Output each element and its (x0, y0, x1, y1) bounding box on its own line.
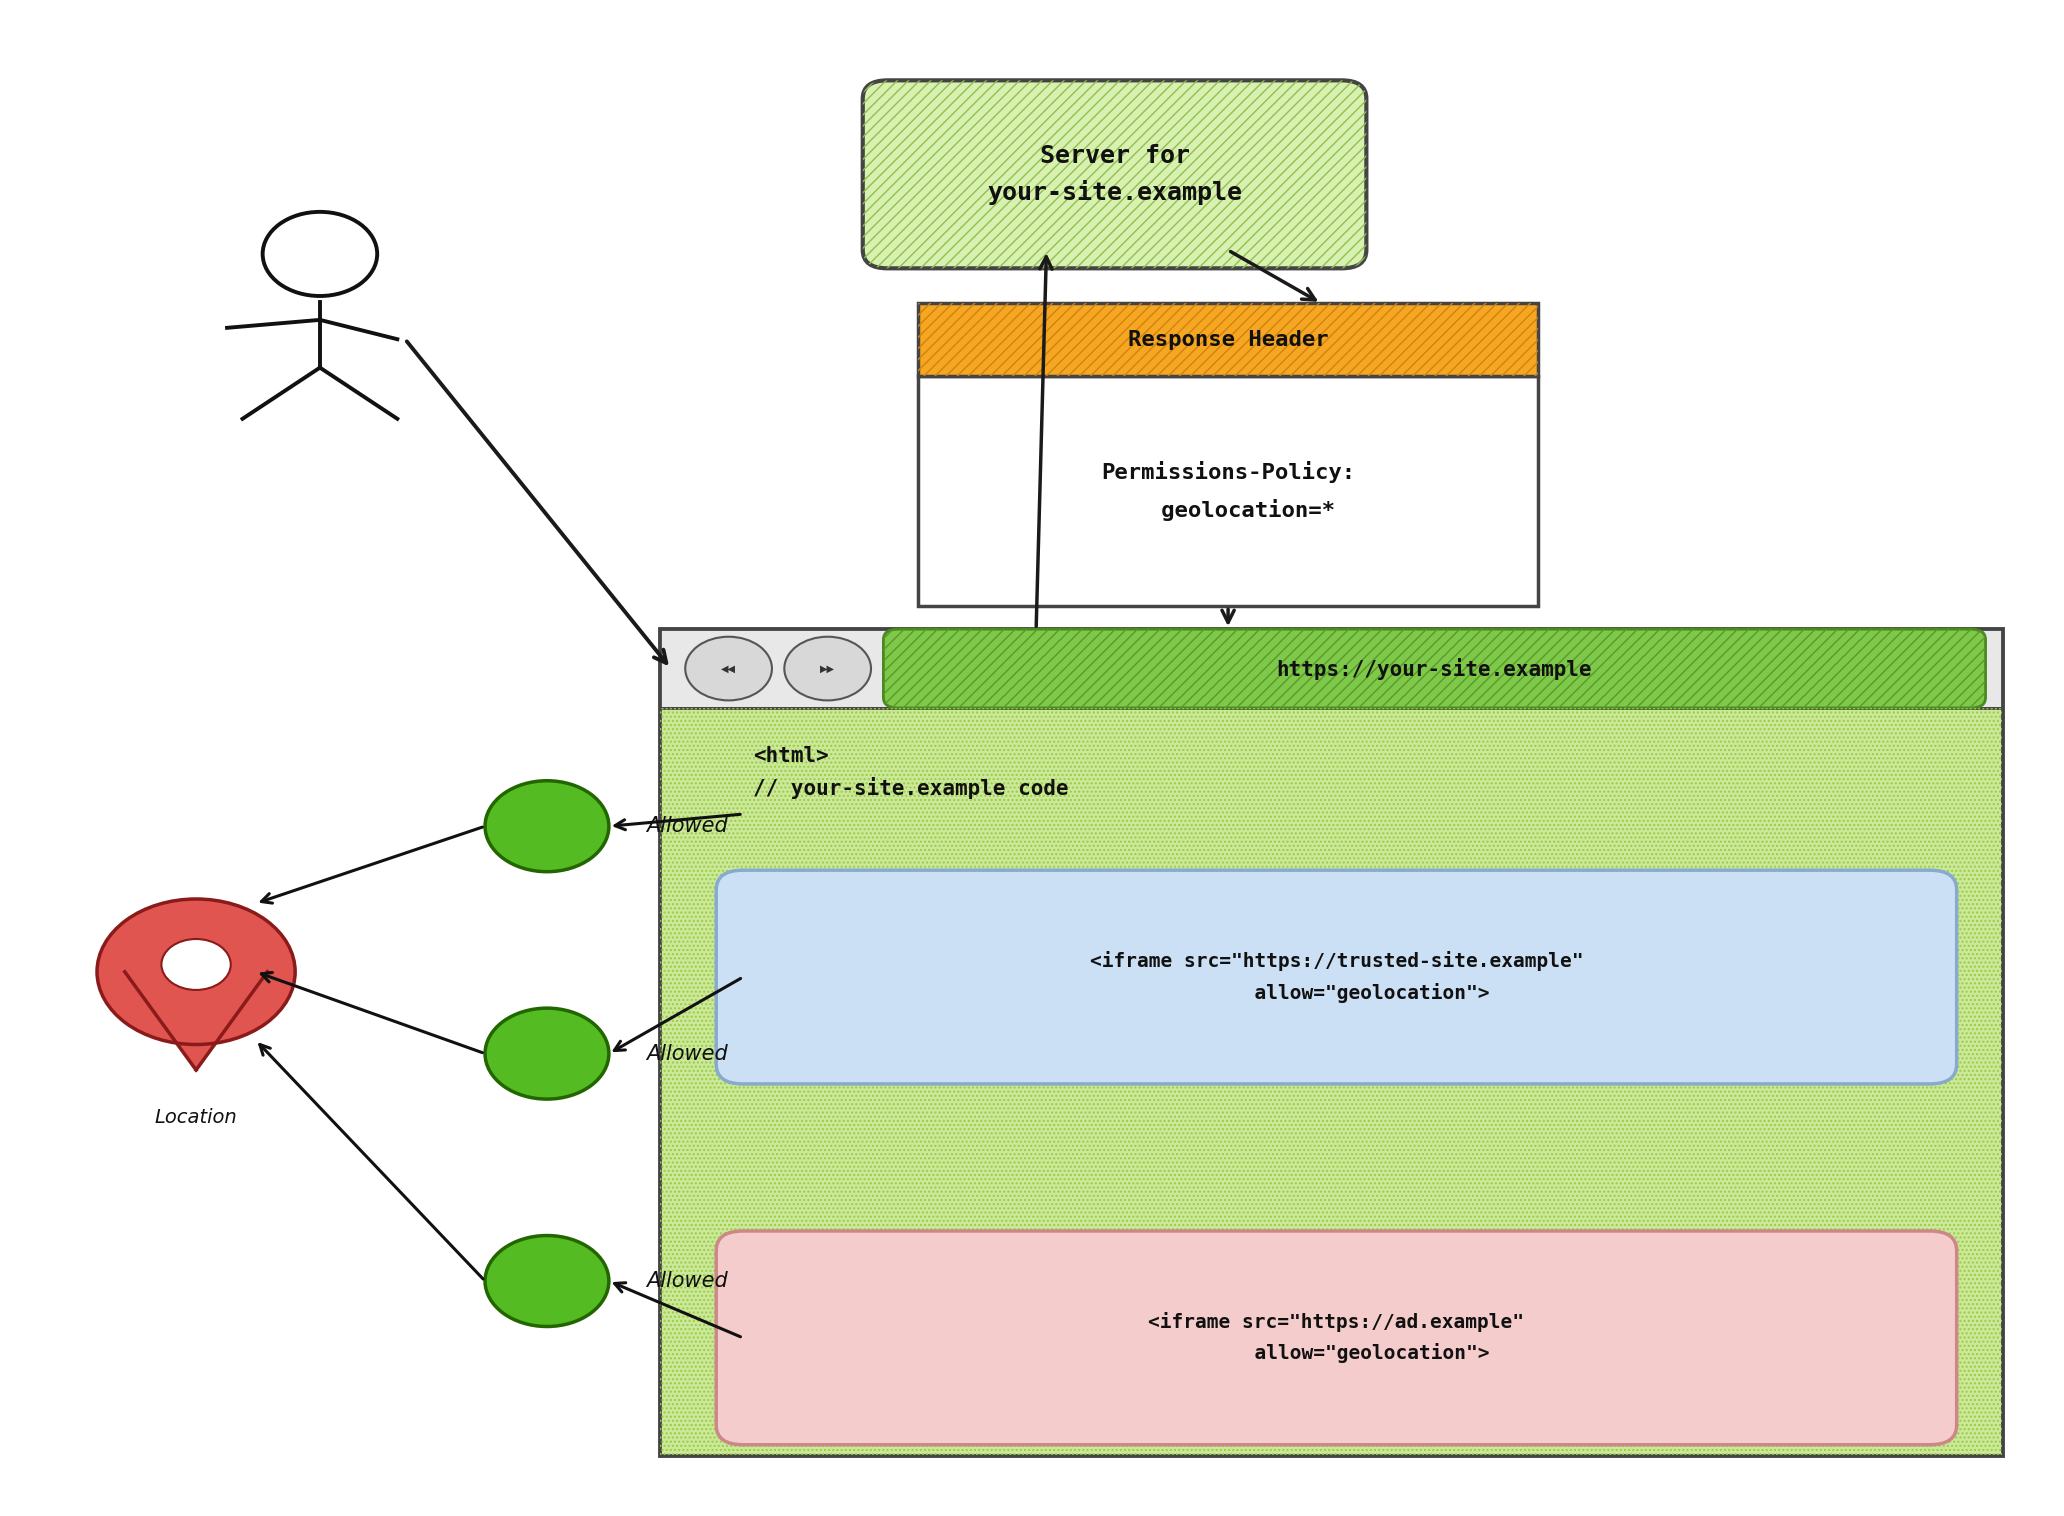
Polygon shape (124, 972, 268, 1070)
Text: https://your-site.example: https://your-site.example (1278, 658, 1591, 679)
Circle shape (485, 1008, 609, 1099)
Bar (660, 629, 2002, 708)
Text: <html>
// your-site.example code: <html> // your-site.example code (753, 746, 1069, 799)
Text: Location: Location (155, 1108, 237, 1126)
Bar (918, 376, 1538, 606)
Circle shape (485, 781, 609, 872)
Circle shape (97, 899, 295, 1045)
Bar (660, 629, 2002, 1455)
FancyBboxPatch shape (863, 80, 1366, 268)
Bar (918, 303, 1538, 376)
Bar (660, 708, 2002, 1455)
Text: ◀◀: ◀◀ (720, 664, 737, 673)
Text: <iframe src="https://trusted-site.example"
      allow="geolocation">: <iframe src="https://trusted-site.exampl… (1090, 952, 1583, 1002)
FancyBboxPatch shape (883, 629, 1986, 708)
Circle shape (161, 938, 231, 990)
FancyBboxPatch shape (716, 1231, 1957, 1445)
Text: Allowed: Allowed (646, 816, 729, 837)
Bar (660, 708, 2002, 1455)
Text: Allowed: Allowed (646, 1043, 729, 1064)
Text: Server for
your-site.example: Server for your-site.example (987, 144, 1243, 205)
Text: ▶▶: ▶▶ (819, 664, 836, 673)
FancyBboxPatch shape (716, 870, 1957, 1084)
Text: Response Header: Response Header (1127, 329, 1329, 350)
Text: Permissions-Policy:
   geolocation=*: Permissions-Policy: geolocation=* (1100, 461, 1356, 522)
Circle shape (485, 1236, 609, 1326)
Text: Allowed: Allowed (646, 1270, 729, 1292)
Circle shape (784, 637, 871, 700)
Bar (918, 303, 1538, 376)
Circle shape (685, 637, 772, 700)
Text: <iframe src="https://ad.example"
      allow="geolocation">: <iframe src="https://ad.example" allow="… (1148, 1313, 1525, 1363)
